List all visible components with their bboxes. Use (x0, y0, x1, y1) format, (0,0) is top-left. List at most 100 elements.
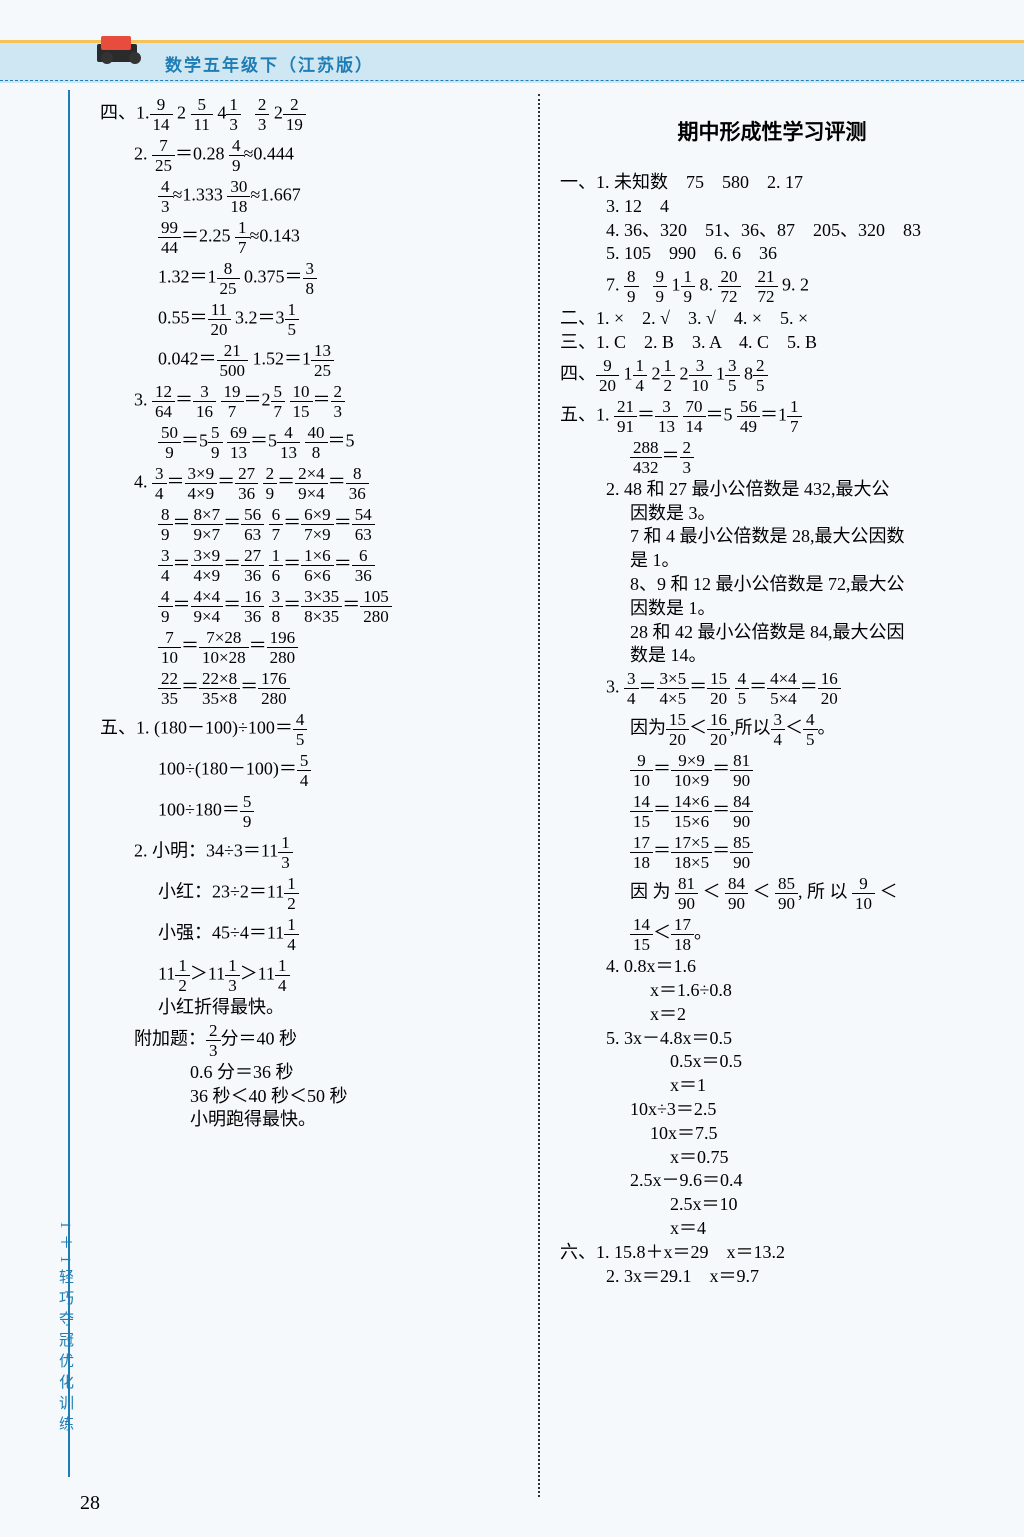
text: 43≈1.333 3018≈1.667 (100, 176, 524, 217)
fraction: 17 (235, 219, 250, 256)
fraction: 23 (206, 1022, 221, 1059)
column-separator (538, 94, 540, 1497)
text: 4. 34＝3×94×9＝2736 29＝2×49×4＝836 (100, 463, 524, 504)
text: x＝0.75 (560, 1146, 984, 1170)
fraction: 4×49×4 (191, 588, 224, 625)
fraction: 23 (255, 96, 270, 133)
columns: 四、1.914 2 511 41323 2219 2. 725＝0.28 49≈… (100, 94, 984, 1497)
text: x＝1 (560, 1074, 984, 1098)
fraction: 511 (191, 96, 213, 133)
fraction: 1325 (311, 342, 334, 379)
book-logo-icon (95, 26, 149, 66)
fraction: 14 (284, 916, 299, 953)
fraction: 408 (305, 424, 328, 461)
fraction: 35 (725, 357, 740, 394)
fraction: 413 (277, 424, 300, 461)
fraction: 197 (221, 383, 244, 420)
text: 2.5x－9.6＝0.4 (560, 1169, 984, 1193)
fraction: 1620 (707, 711, 730, 748)
fraction: 8190 (675, 875, 698, 912)
fraction: 1718 (630, 834, 653, 871)
fraction: 14 (633, 357, 648, 394)
fraction: 8590 (775, 875, 798, 912)
fraction: 12 (175, 957, 190, 994)
text: 5. 105 990 6. 6 36 (560, 242, 984, 266)
text: 3. 1264＝316 197＝257 1015＝23 (100, 381, 524, 422)
fraction: 89 (624, 268, 639, 305)
fraction: 22×835×8 (199, 670, 240, 707)
text: 288432＝23 (560, 437, 984, 478)
fraction: 5463 (352, 506, 375, 543)
text: 1415＜1718。 (560, 914, 984, 955)
fraction: 920 (596, 357, 619, 394)
text: 1415＝14×615×6＝8490 (560, 791, 984, 832)
fraction: 313 (655, 398, 678, 435)
fraction: 2072 (718, 268, 741, 305)
text: 因 为 8190 ＜ 8490 ＜ 8590, 所 以 910 ＜ (560, 873, 984, 914)
fraction: 3018 (227, 178, 250, 215)
fraction: 99 (653, 268, 668, 305)
fraction: 2172 (755, 268, 778, 305)
fraction: 13 (278, 834, 293, 871)
text: 3. 34＝3×54×5＝1520 45＝4×45×4＝1620 (560, 668, 984, 709)
text: 数是 14。 (560, 644, 984, 668)
fraction: 9944 (158, 219, 181, 256)
text: 六、1. 15.8＋x＝29 x＝13.2 (560, 1241, 984, 1265)
fraction: 29 (263, 465, 278, 502)
text: 小强：45÷4＝1114 (100, 914, 524, 955)
fraction: 34 (624, 670, 639, 707)
fraction: 1520 (707, 670, 730, 707)
text: 四、1.914 2 511 41323 2219 (100, 94, 524, 135)
fraction: 910 (852, 875, 875, 912)
fraction: 7×2810×28 (199, 629, 249, 666)
text: 2235＝22×835×8＝176280 (100, 668, 524, 709)
text: 0.6 分＝36 秒 (100, 1061, 524, 1085)
text: 因为1520＜1620,所以34＜45。 (560, 709, 984, 750)
text: 2. 48 和 27 最小公倍数是 432,最大公 (560, 478, 984, 502)
fraction: 34 (771, 711, 786, 748)
fraction: 19 (681, 268, 696, 305)
fraction: 9×910×9 (671, 752, 712, 789)
text: 36 秒＜40 秒＜50 秒 (100, 1085, 524, 1109)
fraction: 34 (158, 547, 173, 584)
fraction: 7014 (683, 398, 706, 435)
fraction: 176280 (258, 670, 290, 707)
fraction: 3×94×9 (185, 465, 218, 502)
fraction: 1636 (241, 588, 264, 625)
fraction: 1415 (630, 916, 653, 953)
text: 1718＝17×518×5＝8590 (560, 832, 984, 873)
fraction: 89 (158, 506, 173, 543)
fraction: 17×518×5 (671, 834, 712, 871)
fraction: 2×49×4 (295, 465, 328, 502)
fraction: 1264 (152, 383, 175, 420)
fraction: 2235 (158, 670, 181, 707)
text: 509＝559 6913＝5413 408＝5 (100, 422, 524, 463)
text: 1.32＝1825 0.375＝38 (100, 258, 524, 299)
text: 100÷180＝59 (100, 791, 524, 832)
fraction: 23 (331, 383, 346, 420)
text: 小红折得最快。 (100, 996, 524, 1020)
fraction: 8×79×7 (191, 506, 224, 543)
book-title: 数学五年级下（江苏版） (165, 51, 374, 76)
text: 4. 36、320 51、36、87 205、320 83 (560, 219, 984, 243)
header-inner: 数学五年级下（江苏版） (0, 43, 1024, 83)
text: x＝1.6÷0.8 (560, 979, 984, 1003)
fraction: 21500 (217, 342, 249, 379)
fraction: 45 (293, 711, 308, 748)
fraction: 3×94×9 (191, 547, 224, 584)
fraction: 1×66×6 (301, 547, 334, 584)
fraction: 288432 (630, 439, 662, 476)
fraction: 8490 (730, 793, 753, 830)
fraction: 38 (303, 260, 318, 297)
fraction: 13 (225, 957, 240, 994)
fraction: 25 (753, 357, 768, 394)
fraction: 16 (269, 547, 284, 584)
text: 710＝7×2810×28＝196280 (100, 627, 524, 668)
fraction: 636 (352, 547, 375, 584)
header-bar: 数学五年级下（江苏版） (0, 40, 1024, 83)
text: 一、1. 未知数 75 580 2. 17 (560, 171, 984, 195)
fraction: 1520 (666, 711, 689, 748)
text: 4. 0.8x＝1.6 (560, 955, 984, 979)
text: 10x＝7.5 (560, 1122, 984, 1146)
text: 2.5x＝10 (560, 1193, 984, 1217)
